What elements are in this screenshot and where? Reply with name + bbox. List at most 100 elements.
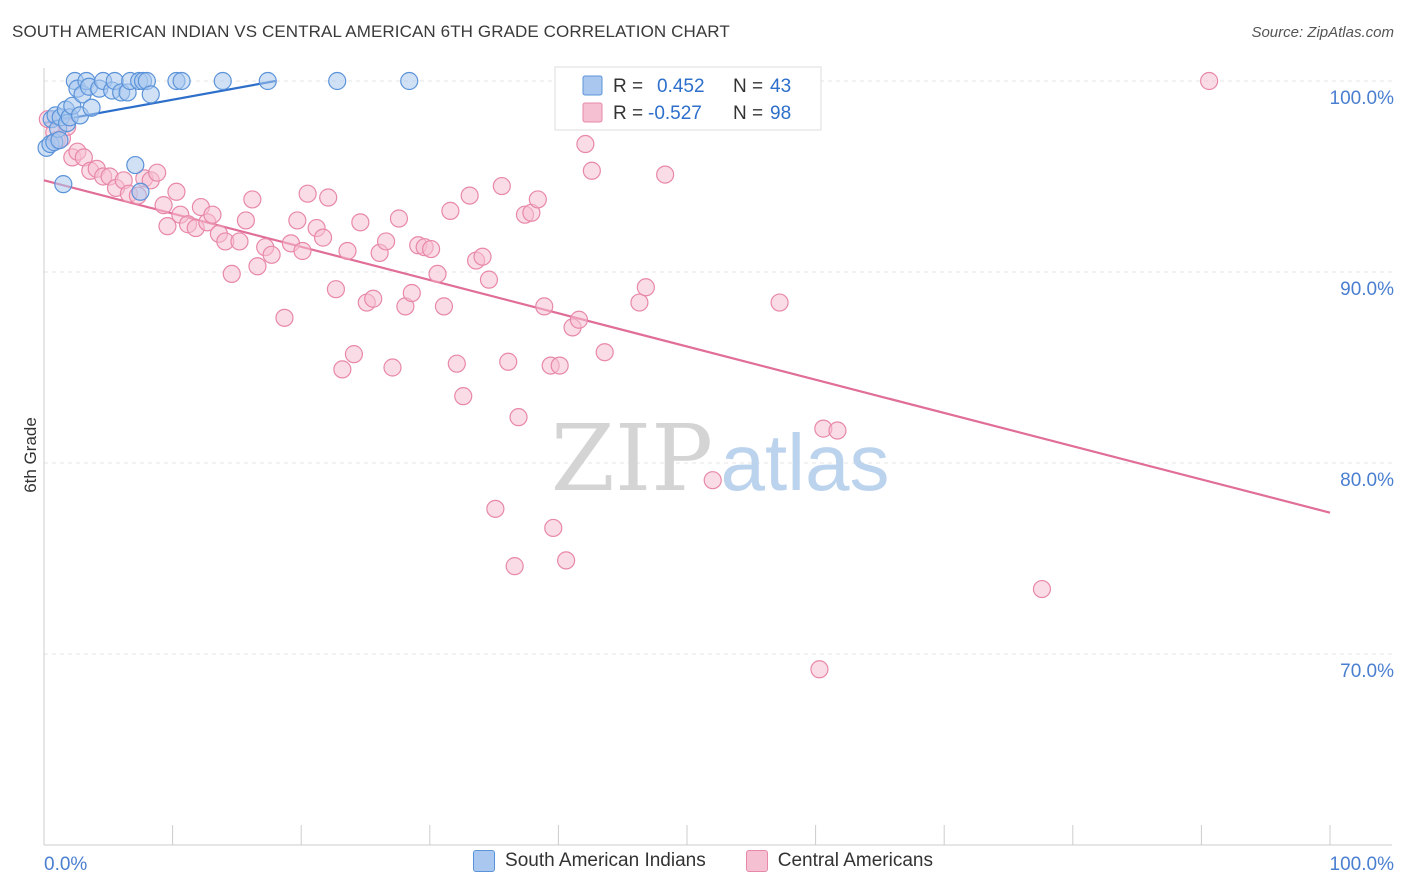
data-point [141, 85, 160, 104]
data-point [703, 471, 722, 490]
chart-source: Source: ZipAtlas.com [1251, 24, 1394, 41]
data-point [288, 211, 307, 230]
x-tick-label: 100.0% [1330, 854, 1395, 875]
data-point [148, 163, 167, 182]
data-point [473, 247, 492, 266]
stats-n-value-2: 98 [770, 103, 791, 124]
data-point [313, 228, 333, 247]
data-point [434, 297, 454, 316]
data-point [460, 186, 479, 205]
data-point [576, 134, 595, 154]
data-point [54, 175, 73, 194]
data-point [172, 71, 191, 91]
chart-legend: South American Indians Central Americans [0, 850, 1406, 872]
axes [43, 68, 1392, 846]
data-point [262, 245, 281, 264]
legend-label: South American Indians [505, 850, 706, 871]
data-point [364, 289, 383, 308]
data-point [421, 239, 441, 259]
data-point [636, 278, 655, 297]
data-point [656, 165, 675, 184]
data-point [383, 358, 402, 377]
data-point [499, 352, 518, 371]
y-tick-label: 70.0% [1340, 661, 1394, 682]
data-point [154, 196, 173, 215]
y-tick-label: 100.0% [1330, 88, 1395, 109]
data-point [509, 408, 528, 427]
stats-r-value-1: 0.452 [657, 76, 705, 97]
legend-item-central-americans[interactable]: Central Americans [745, 850, 933, 872]
data-point [441, 201, 460, 220]
y-tick-label: 80.0% [1340, 470, 1394, 491]
data-point [319, 188, 338, 207]
data-point [293, 241, 312, 261]
data-point [248, 257, 267, 276]
stats-r-label-1: R = [613, 76, 643, 97]
data-point [402, 283, 421, 303]
trend-line-pink [43, 179, 1331, 514]
watermark-zip: ZIP [551, 405, 713, 512]
data-point [298, 184, 317, 203]
data-point [550, 356, 569, 375]
data-point [50, 131, 69, 150]
data-point [328, 71, 347, 91]
data-point [275, 308, 294, 327]
data-point [326, 280, 346, 299]
data-point [828, 421, 847, 440]
stats-n-label-2: N = [733, 103, 763, 124]
grid [44, 80, 1392, 655]
chart-title: SOUTH AMERICAN INDIAN VS CENTRAL AMERICA… [12, 22, 730, 41]
data-point [213, 71, 232, 91]
data-point [400, 71, 419, 91]
data-point [535, 297, 554, 316]
data-point [479, 270, 499, 289]
south-american-indians-points [37, 71, 419, 201]
data-point [454, 387, 473, 406]
stats-n-value-1: 43 [770, 76, 791, 97]
data-point [528, 190, 547, 209]
data-point [126, 155, 145, 175]
stats-n-label-1: N = [733, 76, 763, 97]
legend-item-south-american-indians[interactable]: South American Indians [473, 850, 706, 872]
central-americans-points [38, 71, 1219, 679]
data-point [810, 660, 829, 679]
data-point [131, 182, 150, 201]
legend-swatch-blue [473, 850, 496, 872]
data-point [158, 217, 177, 236]
stats-swatch-blue [582, 75, 603, 96]
watermark-atlas: atlas [721, 418, 890, 507]
data-point [351, 213, 370, 232]
data-point [82, 98, 101, 117]
data-point [338, 241, 357, 261]
legend-swatch-pink [745, 850, 768, 872]
watermark: ZIP atlas [551, 405, 890, 512]
data-point [333, 360, 352, 379]
y-axis-label: 6th Grade [21, 417, 40, 493]
stats-box: R = 0.452 N = 43 R = -0.527 N = 98 [554, 66, 822, 131]
data-point [376, 232, 396, 251]
data-point [203, 205, 222, 224]
y-tick-label: 90.0% [1340, 279, 1394, 300]
x-tick-label: 0.0% [44, 854, 87, 875]
data-point [447, 354, 466, 373]
data-point [236, 211, 256, 230]
stats-r-value-2: -0.527 [648, 103, 702, 124]
data-point [344, 345, 364, 364]
data-point [770, 293, 789, 312]
data-point [389, 209, 409, 228]
data-point [505, 557, 524, 576]
data-point [1200, 71, 1219, 91]
data-point [243, 190, 262, 209]
stats-r-label-2: R = [613, 103, 643, 124]
data-point [582, 161, 601, 180]
data-point [258, 71, 277, 91]
y-tick-labels: 70.0% 80.0% 90.0% 100.0% [1330, 88, 1395, 682]
data-point [1032, 579, 1052, 599]
data-point [230, 232, 249, 251]
data-point [222, 264, 241, 284]
data-point [630, 293, 649, 312]
data-point [544, 518, 563, 538]
data-point [167, 182, 186, 201]
x-tick-labels: 0.0% 100.0% [44, 854, 1394, 875]
